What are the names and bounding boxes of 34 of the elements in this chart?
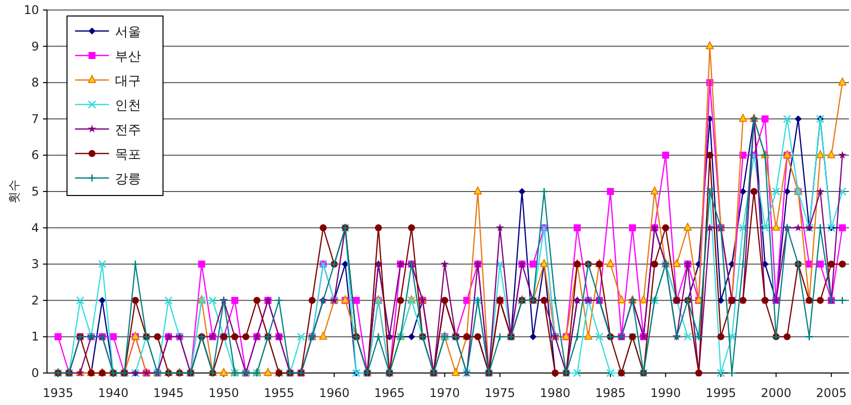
legend-label: 인천 [115, 98, 141, 114]
y-tick-label: 9 [31, 39, 39, 54]
x-tick-label: 1940 [98, 386, 129, 400]
x-tick-label: 2000 [760, 386, 792, 400]
y-tick-label: 8 [31, 76, 39, 90]
legend-label: 부산 [115, 50, 141, 64]
y-tick-label: 7 [31, 112, 39, 126]
y-tick-label: 10 [24, 3, 39, 17]
y-axis-title: 횟수 [7, 180, 21, 204]
x-tick-label: 1980 [540, 386, 570, 400]
legend-label: 목포 [115, 148, 141, 162]
y-tick-label: 5 [31, 184, 39, 198]
y-tick-label: 4 [31, 220, 39, 235]
y-tick-label: 1 [31, 330, 39, 344]
x-tick-label: 1975 [484, 386, 516, 400]
x-tick-label: 1965 [374, 386, 405, 400]
x-tick-label: 1950 [208, 386, 240, 400]
x-tick-label: 1945 [153, 386, 184, 400]
y-tick-label: 3 [31, 257, 39, 272]
legend-label: 강릉 [115, 172, 141, 187]
x-tick-label: 1955 [264, 386, 294, 400]
x-tick-label: 1960 [318, 386, 350, 400]
x-tick-label: 1995 [706, 386, 736, 400]
y-tick-label: 2 [31, 293, 39, 308]
legend-label: 서울 [115, 25, 141, 40]
x-tick-label: 1935 [42, 386, 74, 400]
x-tick-label: 1990 [650, 386, 681, 400]
x-tick-label: 1970 [429, 386, 460, 400]
x-tick-label: 2005 [816, 386, 847, 400]
legend-label: 대구 [115, 74, 141, 89]
y-tick-label: 0 [31, 366, 39, 380]
x-tick-label: 1985 [595, 386, 626, 400]
y-tick-label: 6 [31, 148, 39, 162]
legend-label: 전주 [115, 123, 141, 138]
